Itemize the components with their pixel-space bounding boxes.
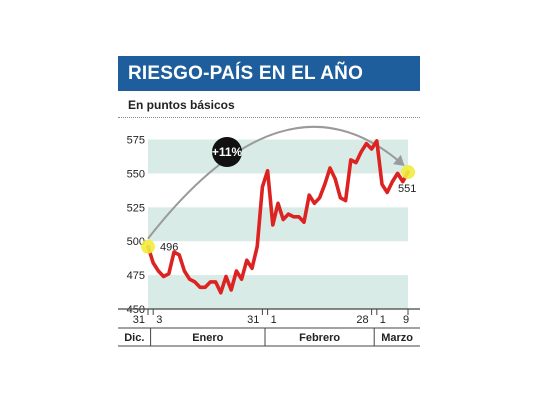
- y-tick-label: 575: [127, 135, 145, 147]
- y-tick-label: 475: [127, 270, 145, 282]
- x-day-label: 28: [356, 314, 368, 326]
- x-day-label: 1: [380, 314, 386, 326]
- start-marker: [141, 239, 155, 254]
- y-tick-label: 550: [127, 168, 145, 180]
- x-axis-ticks: 31 3 31 1 28 1 9: [133, 309, 409, 326]
- chart-title: RIESGO-PAÍS EN EL AÑO: [128, 63, 364, 84]
- subtitle-divider: [118, 117, 420, 118]
- x-day-label: 1: [271, 314, 277, 326]
- trend-arc-arrowhead: [393, 154, 405, 166]
- title-bar: RIESGO-PAÍS EN EL AÑO: [118, 56, 420, 91]
- chart-subtitle: En puntos básicos: [128, 98, 235, 112]
- month-axis: Dic. Enero Febrero Marzo: [118, 327, 420, 347]
- y-tick-label: 500: [127, 236, 145, 248]
- grid-band-2: [148, 275, 408, 309]
- month-label: Marzo: [381, 332, 413, 344]
- x-day-label: 9: [403, 314, 409, 326]
- y-axis-ticks: 450 475 500 525 550 575: [127, 135, 145, 316]
- x-day-label: 31: [247, 314, 259, 326]
- series-line: [146, 139, 410, 295]
- x-day-label: 3: [156, 314, 162, 326]
- month-label: Febrero: [299, 332, 340, 344]
- change-badge: [212, 137, 242, 167]
- change-badge-label: +11%: [212, 145, 243, 159]
- start-value-label: 496: [160, 242, 178, 254]
- grid-band-1: [148, 207, 408, 242]
- y-tick-label: 525: [127, 202, 145, 214]
- month-label: Enero: [192, 332, 223, 344]
- x-day-label: 31: [133, 314, 145, 326]
- month-label: Dic.: [124, 332, 144, 344]
- y-tick-label: 450: [127, 304, 145, 316]
- end-marker: [401, 165, 415, 180]
- trend-arc: [147, 125, 401, 240]
- end-value-label: 551: [398, 183, 416, 195]
- grid-bands: [148, 139, 408, 309]
